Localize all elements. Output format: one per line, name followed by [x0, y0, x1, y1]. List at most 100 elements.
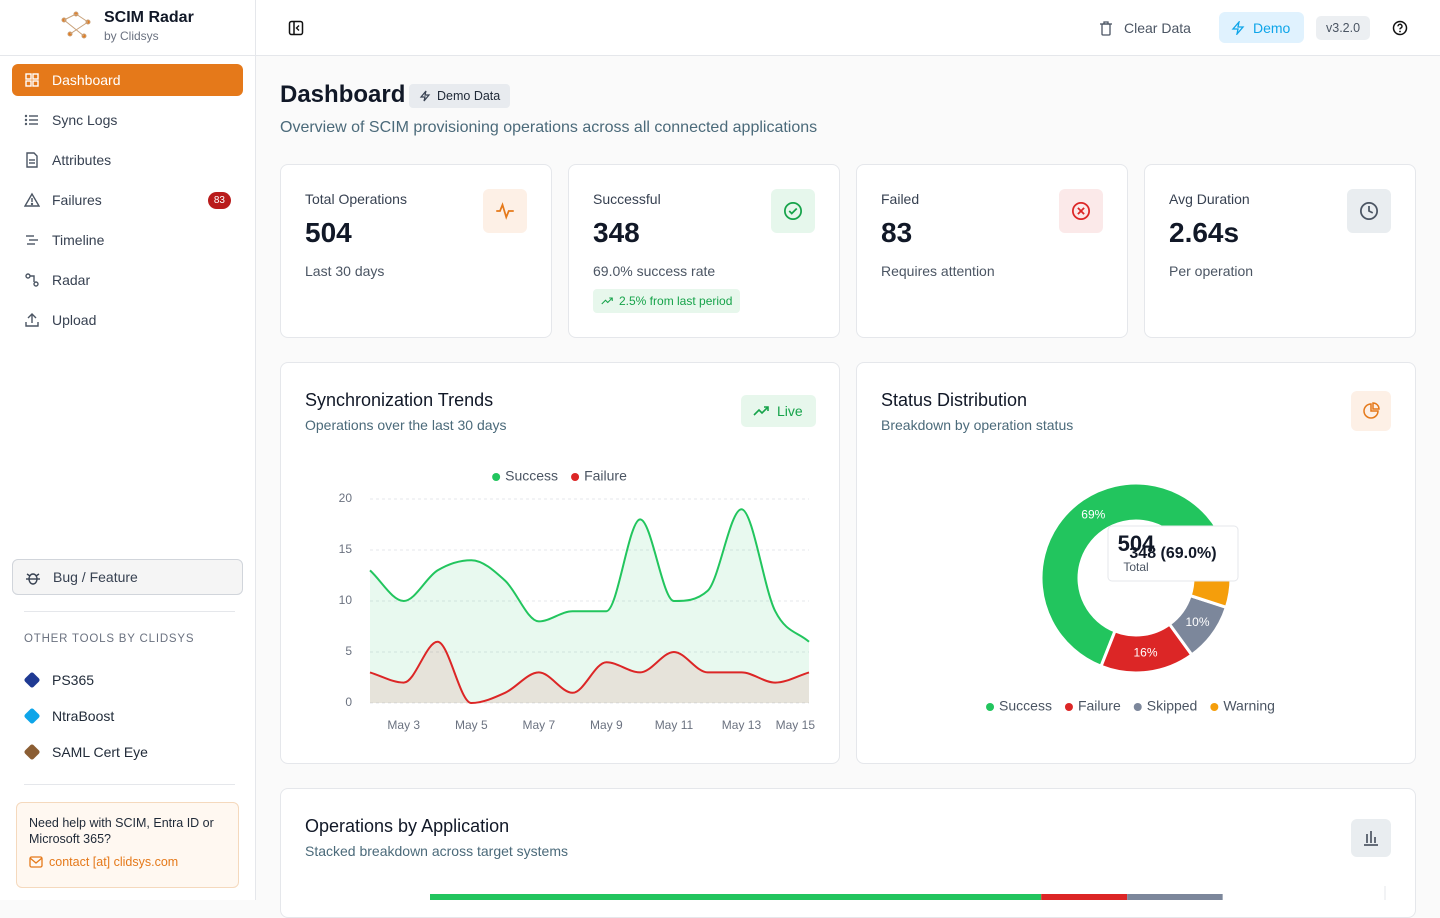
clear-button[interactable]: Clear Data [1099, 12, 1191, 44]
bar-glyph [1364, 831, 1378, 846]
trend-label: 2.5% from last period [619, 294, 733, 308]
stat-note: Per operation [1169, 263, 1254, 279]
collapse-button[interactable] [288, 20, 304, 36]
nav-label: Timeline [52, 232, 105, 248]
apps-card: Operations by Application Stacked breakd… [280, 788, 1416, 918]
stat-label: Failed [881, 191, 920, 207]
stat-value: 348 [593, 217, 640, 248]
nav-label: Attributes [52, 152, 112, 168]
bar-icon [1351, 819, 1391, 857]
trash-icon [1100, 21, 1112, 36]
stat-card: Avg Duration 2.64s Per operation [1144, 164, 1416, 338]
nav-item[interactable]: Sync Logs [12, 104, 243, 136]
divider [24, 784, 235, 785]
status-card: Status Distribution Breakdown by operati… [856, 362, 1416, 764]
nav-item[interactable]: Radar [12, 264, 243, 296]
stat-label: Total Operations [305, 191, 407, 207]
live-label: Live [777, 403, 803, 419]
nav-badge: 83 [207, 191, 231, 209]
page-title: Dashboard [280, 81, 406, 108]
divider [24, 611, 235, 612]
icon [601, 297, 613, 305]
demo-data-badge: Demo Data [409, 84, 510, 108]
nav-item[interactable]: Timeline [12, 224, 243, 256]
live-badge: Live [741, 395, 816, 427]
demo-label: Demo [1253, 19, 1291, 36]
nav-item[interactable]: Upload [12, 304, 243, 336]
tool-link[interactable]: NtraBoost [23, 706, 115, 726]
tool-link[interactable]: SAML Cert Eye [23, 742, 148, 762]
demo-button[interactable]: Demo [1219, 12, 1304, 43]
bolt-icon [419, 90, 431, 102]
nav-label: Failures [52, 192, 102, 208]
icon [26, 235, 38, 245]
nav-item[interactable]: Dashboard [12, 64, 243, 96]
stat-note: 69.0% success rate [593, 263, 716, 279]
stat-value: 83 [881, 217, 913, 248]
stat-icon [1347, 189, 1391, 233]
nav-item[interactable]: Failures 83 [12, 184, 243, 216]
card-title: Operations by Application [305, 816, 510, 836]
stat-note: Requires attention [881, 263, 995, 279]
icon [25, 313, 39, 327]
stat-label: Avg Duration [1169, 191, 1250, 207]
stat-value: 2.64s [1169, 217, 1240, 248]
card-subtitle: Stacked breakdown across target systems [305, 843, 569, 859]
tool-label: NtraBoost [52, 708, 115, 724]
stat-card: Successful 348 69.0% success rate 2.5% from… [568, 164, 840, 338]
pie-glyph [1363, 402, 1380, 419]
pie-icon [1351, 391, 1391, 431]
section-title: OTHER TOOLS BY CLIDSYS [24, 633, 195, 645]
page-subtitle: Overview of SCIM provisioning operations… [280, 119, 818, 136]
nav-label: Dashboard [52, 72, 121, 88]
help-box: Need help with SCIM, Entra ID or Microso… [16, 802, 239, 888]
card-title: Synchronization Trends [305, 390, 494, 410]
feedback-label: Bug / Feature [53, 569, 138, 585]
mail-icon [29, 856, 43, 868]
contact-link[interactable]: contact [at] clidsys.com [49, 855, 179, 869]
icon [25, 73, 39, 87]
logo [61, 11, 91, 39]
icon [784, 202, 802, 220]
card-subtitle: Breakdown by operation status [881, 417, 1074, 433]
nav-label: Radar [52, 272, 91, 288]
stat-value: 504 [305, 217, 352, 248]
stat-note: Last 30 days [305, 263, 385, 279]
icon [1360, 202, 1378, 220]
feedback-button[interactable]: Bug / Feature [12, 559, 243, 595]
trend-icon [753, 406, 769, 416]
divider [0, 55, 255, 56]
badge-label: Demo Data [437, 89, 501, 103]
icon [26, 152, 38, 168]
card-title: Status Distribution [881, 390, 1028, 410]
stat-icon [1059, 189, 1103, 233]
card-subtitle: Operations over the last 30 days [305, 417, 507, 433]
nav-label: Upload [52, 312, 97, 328]
icon [25, 273, 39, 287]
version-badge: v3.2.0 [1316, 16, 1371, 40]
clear-label: Clear Data [1124, 20, 1191, 36]
top-bar: Clear Data Demo v3.2.0 [256, 0, 1440, 56]
brand: SCIM Radar [104, 9, 194, 26]
tool-label: PS365 [52, 672, 95, 688]
tool-label: SAML Cert Eye [52, 744, 148, 760]
stat-icon [771, 189, 815, 233]
stat-card: Total Operations 504 Last 30 days [280, 164, 552, 338]
icon [24, 114, 38, 126]
bolt-icon [1231, 20, 1245, 35]
tool-icon [23, 743, 41, 761]
nav-item[interactable]: Attributes [12, 144, 243, 176]
tool-link[interactable]: PS365 [23, 670, 95, 690]
tool-icon [23, 671, 41, 689]
tool-icon [23, 707, 41, 725]
trends-card: Synchronization Trends Operations over t… [280, 362, 840, 764]
trend-pill: 2.5% from last period [593, 289, 741, 313]
byline: by Clidsys [104, 29, 159, 43]
icon [1072, 202, 1090, 220]
help-button[interactable] [1392, 20, 1408, 36]
icon [24, 192, 40, 207]
bug-icon [26, 573, 40, 585]
stat-icon [483, 189, 527, 233]
nav-label: Sync Logs [52, 112, 118, 128]
